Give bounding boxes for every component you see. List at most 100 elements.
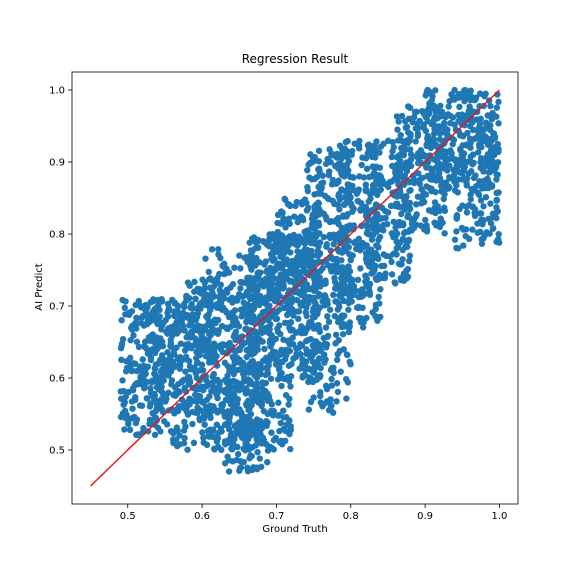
scatter-point — [203, 312, 210, 320]
scatter-point — [316, 325, 323, 333]
scatter-point — [440, 119, 448, 127]
scatter-point — [174, 387, 182, 395]
scatter-point — [194, 359, 201, 366]
scatter-point — [151, 371, 158, 378]
scatter-point — [432, 188, 439, 196]
scatter-point — [463, 209, 471, 216]
scatter-point — [259, 318, 266, 325]
scatter-point — [428, 208, 436, 215]
scatter-point — [336, 142, 344, 149]
scatter-point — [259, 338, 266, 345]
scatter-point — [143, 378, 151, 386]
scatter-point — [204, 291, 211, 299]
scatter-point — [274, 281, 281, 288]
scatter-point — [209, 321, 216, 328]
scatter-point — [414, 130, 422, 137]
scatter-point — [130, 332, 137, 339]
scatter-point — [495, 235, 502, 243]
scatter-point — [252, 262, 259, 269]
scatter-point — [451, 86, 458, 94]
scatter-point — [250, 347, 257, 355]
scatter-point — [405, 136, 413, 143]
scatter-point — [140, 424, 147, 432]
y-tick-label: 0.9 — [49, 158, 65, 169]
scatter-point — [285, 401, 292, 408]
scatter-point — [460, 116, 467, 124]
scatter-point — [388, 258, 395, 266]
scatter-point — [495, 189, 502, 196]
scatter-point — [238, 341, 246, 348]
scatter-point — [187, 304, 194, 311]
scatter-point — [301, 196, 309, 203]
scatter-point — [265, 316, 272, 323]
scatter-point — [338, 171, 346, 179]
scatter-point — [295, 344, 303, 351]
scatter-point — [346, 195, 353, 203]
scatter-point — [403, 167, 411, 175]
x-tick-label: 0.5 — [120, 511, 136, 522]
scatter-point — [181, 405, 188, 412]
scatter-point — [146, 403, 154, 410]
scatter-point — [399, 235, 407, 243]
scatter-point — [292, 202, 299, 210]
scatter-point — [287, 445, 294, 453]
scatter-point — [432, 141, 440, 149]
scatter-point — [234, 450, 242, 458]
scatter-point — [405, 212, 412, 219]
scatter-point — [217, 299, 225, 307]
scatter-point — [396, 163, 404, 170]
scatter-point — [472, 94, 480, 101]
scatter-point — [430, 102, 438, 110]
scatter-point — [269, 253, 276, 261]
scatter-point — [362, 250, 370, 257]
x-tick-label: 0.6 — [194, 511, 210, 522]
scatter-point — [349, 276, 356, 284]
scatter-point — [258, 384, 266, 391]
scatter-point — [314, 372, 321, 379]
scatter-point — [344, 379, 352, 386]
scatter-point — [236, 356, 243, 364]
scatter-point — [395, 118, 402, 125]
scatter-point — [398, 112, 406, 120]
scatter-point — [380, 140, 387, 147]
scatter-point — [165, 368, 172, 376]
scatter-point — [484, 112, 491, 119]
scatter-point — [249, 397, 257, 405]
scatter-point — [261, 277, 268, 284]
scatter-point — [248, 314, 255, 322]
scatter-point — [151, 349, 159, 357]
scatter-point — [276, 351, 283, 359]
scatter-point — [154, 320, 161, 328]
scatter-point — [376, 300, 383, 307]
scatter-point — [278, 232, 286, 239]
scatter-point — [205, 268, 212, 276]
scatter-point — [213, 421, 221, 428]
scatter-point — [193, 348, 200, 356]
scatter-point — [247, 417, 254, 424]
scatter-point — [224, 408, 232, 415]
scatter-point — [185, 331, 193, 338]
scatter-point — [467, 191, 474, 198]
scatter-point — [278, 208, 285, 215]
scatter-point — [399, 147, 406, 155]
plot-frame — [71, 71, 519, 505]
scatter-point — [266, 330, 273, 337]
scatter-point — [259, 379, 266, 386]
scatter-point — [238, 293, 246, 300]
scatter-point — [173, 344, 180, 351]
scatter-point — [228, 309, 235, 317]
y-tick-label: 0.5 — [49, 446, 65, 457]
scatter-point — [192, 295, 199, 302]
scatter-point — [162, 391, 170, 399]
scatter-point — [435, 170, 442, 178]
scatter-point — [354, 276, 362, 284]
y-tick-label: 0.6 — [49, 374, 65, 385]
scatter-point — [332, 331, 340, 338]
scatter-point — [214, 274, 221, 282]
scatter-point — [280, 425, 287, 433]
scatter-point — [255, 424, 262, 431]
scatter-point — [397, 261, 404, 268]
scatter-point — [149, 298, 157, 305]
scatter-point — [216, 304, 223, 312]
scatter-point — [296, 261, 304, 269]
